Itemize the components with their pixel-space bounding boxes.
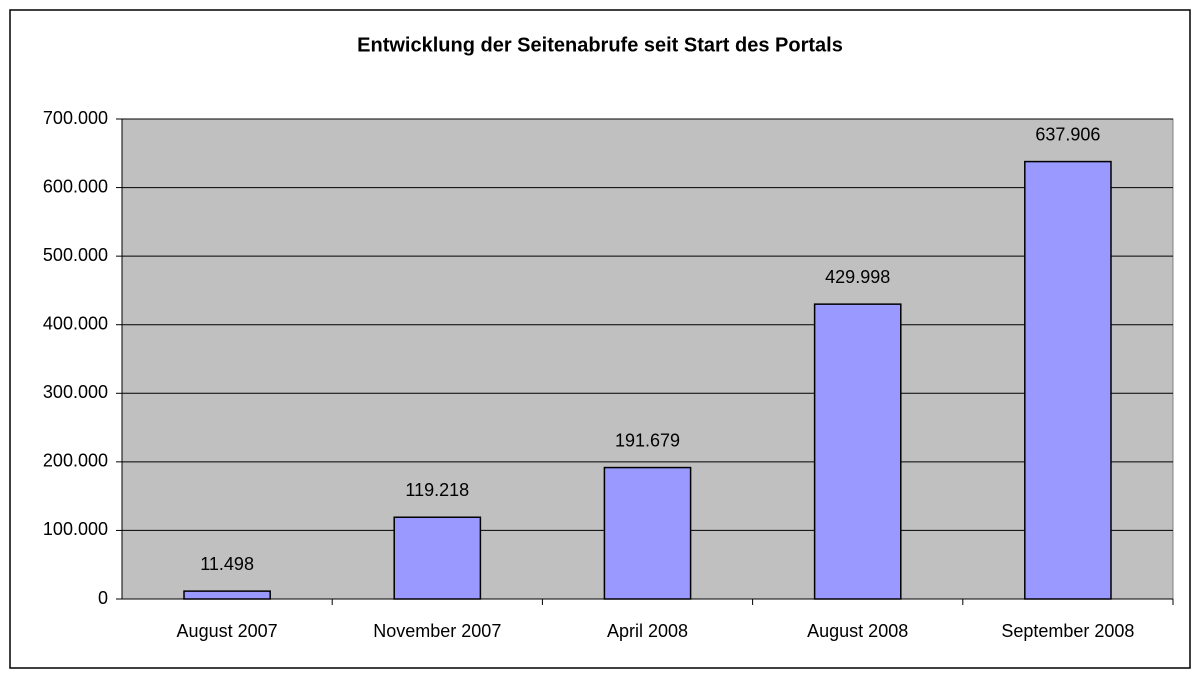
value-label: 119.218 <box>405 480 469 500</box>
value-label: 637.906 <box>1035 124 1100 144</box>
y-tick-label: 300.000 <box>43 382 108 402</box>
y-tick-label: 200.000 <box>43 451 108 471</box>
bar <box>813 303 902 600</box>
x-tick-label: August 2007 <box>177 621 278 641</box>
value-label: 11.498 <box>200 554 254 574</box>
x-tick-label: September 2008 <box>1001 621 1134 641</box>
y-tick-label: 600.000 <box>43 176 108 196</box>
y-tick-label: 100.000 <box>43 519 108 539</box>
y-tick-label: 0 <box>98 588 108 608</box>
y-tick-label: 400.000 <box>43 313 108 333</box>
value-label: 191.679 <box>615 430 680 450</box>
bar <box>603 466 692 600</box>
x-tick-label: August 2008 <box>807 621 908 641</box>
y-tick-label: 500.000 <box>43 245 108 265</box>
value-label: 429.998 <box>825 267 890 287</box>
chart-title: Entwicklung der Seitenabrufe seit Start … <box>357 34 843 56</box>
bar <box>393 516 482 600</box>
x-tick-label: April 2008 <box>607 621 688 641</box>
bar <box>1024 160 1112 600</box>
bar <box>183 590 271 600</box>
x-tick-label: November 2007 <box>373 621 501 641</box>
y-tick-label: 700.000 <box>43 108 108 128</box>
